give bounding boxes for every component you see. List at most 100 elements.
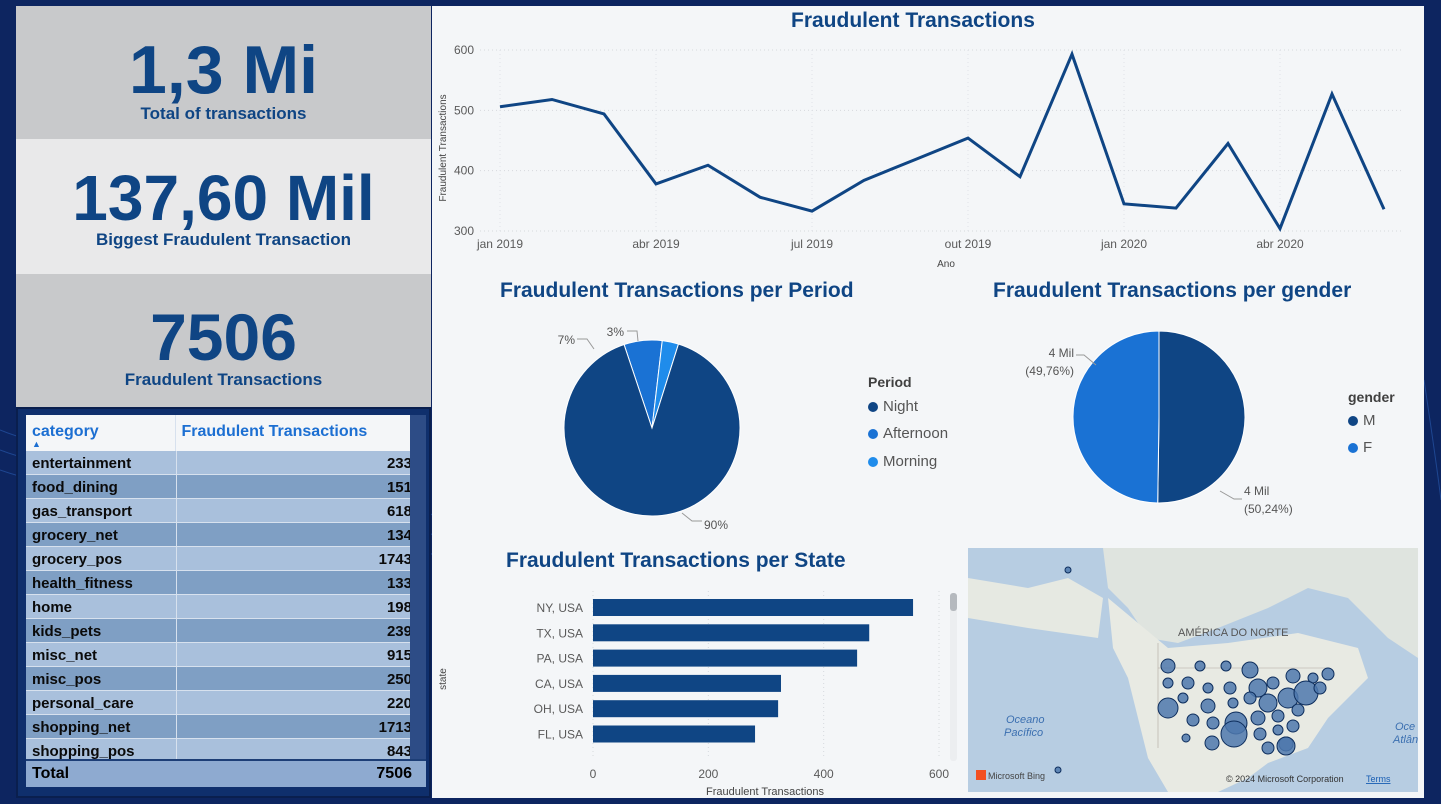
bar-x-tick: 0: [590, 767, 597, 781]
cell-fraud-count: 239: [386, 623, 412, 640]
table-row[interactable]: food_dining 151: [26, 475, 426, 499]
table-scrollbar[interactable]: [410, 415, 426, 785]
afternoon-leader: [577, 338, 595, 350]
table-row[interactable]: entertainment 233: [26, 451, 426, 475]
x-tick-label: abr 2019: [632, 237, 680, 251]
cell-category: shopping_net: [26, 715, 177, 738]
bar-pausa: [593, 649, 858, 667]
map-terms-link[interactable]: Terms: [1366, 774, 1391, 784]
night-leader: [681, 512, 702, 522]
bar-scrollbar-track: [950, 593, 957, 761]
f-swatch: [1348, 442, 1358, 453]
cell-category: shopping_pos: [26, 739, 177, 762]
table-row[interactable]: grocery_net 134: [26, 523, 426, 547]
table-row[interactable]: shopping_net 1713: [26, 715, 426, 739]
cell-category: grocery_net: [26, 523, 177, 546]
cell-fraud-count: 915: [386, 647, 412, 664]
legend-morning[interactable]: Morning: [868, 453, 937, 470]
line-chart-title: Fraudulent Transactions: [791, 9, 1035, 32]
header-fraud-transactions[interactable]: Fraudulent Transactions: [181, 423, 368, 440]
slice-m: [1157, 331, 1246, 504]
cell-fraud-count: 250: [386, 671, 412, 688]
y-tick-label: 500: [454, 103, 474, 117]
line-chart: 300 400 500 600 jan 2019 abr 2019 jul 2019 out …: [438, 43, 1404, 270]
pie-gender-chart: 4 Mil (50,24%) 4 Mil (49,76%): [1025, 331, 1293, 516]
map-region-label: AMÉRICA DO NORTE: [1178, 626, 1288, 639]
y-tick-label: 400: [454, 164, 474, 178]
period-legend-title: Period: [868, 374, 912, 390]
legend-afternoon[interactable]: Afternoon: [868, 425, 948, 442]
map-bubbles[interactable]: [1054, 566, 1335, 774]
bar-y-axis-title: state: [438, 668, 449, 690]
bar-txusa: [593, 624, 870, 642]
cell-fraud-count: 133: [386, 575, 412, 592]
cell-fraud-count: 843: [386, 743, 412, 760]
x-tick-label: jan 2020: [1100, 237, 1147, 251]
table-row[interactable]: gas_transport 618: [26, 499, 426, 523]
cell-category: personal_care: [26, 691, 177, 714]
kpi-total-value: 1,3 Mi: [129, 32, 318, 108]
gender-legend-title: gender: [1348, 389, 1395, 405]
kpi-total-label: Total of transactions: [140, 104, 307, 123]
f-pct-label: (49,76%): [1025, 364, 1074, 378]
kpi-fraud-label: Fraudulent Transactions: [124, 370, 323, 389]
kpi-total-card: 1,3 Mi Total of transactions: [16, 6, 431, 139]
m-leader: [1219, 490, 1242, 500]
bar-category-label: PA, USA: [537, 652, 583, 666]
category-table[interactable]: category▲ Fraudulent Transactions T ente…: [16, 407, 431, 798]
table-row[interactable]: kids_pets 239: [26, 619, 426, 643]
cell-fraud-count: 198: [386, 599, 412, 616]
cell-fraud-count: 134: [386, 527, 412, 544]
arctic-land: [968, 548, 1418, 658]
cell-fraud-count: 618: [386, 503, 412, 520]
afternoon-data-label: 7%: [558, 333, 576, 347]
table-row[interactable]: misc_pos 250: [26, 667, 426, 691]
line-series: [499, 50, 1386, 232]
bar-x-tick: 200: [698, 767, 718, 781]
header-category[interactable]: category ▲: [26, 415, 176, 451]
kpi-biggest-value: 137,60 Mil: [72, 162, 375, 234]
bar-chart-title: Fraudulent Transactions per State: [506, 549, 846, 572]
legend-f[interactable]: F: [1348, 439, 1372, 456]
cell-fraud-count: 1713: [378, 719, 412, 736]
table-row[interactable]: grocery_pos 1743: [26, 547, 426, 571]
map-copyright: © 2024 Microsoft Corporation: [1226, 774, 1344, 784]
cell-category: home: [26, 595, 177, 618]
x-tick-label: jul 2019: [790, 237, 833, 251]
bar-category-label: CA, USA: [535, 677, 583, 691]
table-row[interactable]: misc_net 915: [26, 643, 426, 667]
kpi-biggest-label: Biggest Fraudulent Transaction: [95, 230, 352, 249]
bing-logo-icon: [976, 770, 986, 780]
night-swatch: [868, 401, 878, 412]
map-visual[interactable]: AMÉRICA DO NORTE Oceano Pacífico Oce Atl…: [968, 548, 1418, 792]
total-value: 7506: [376, 765, 412, 782]
morning-leader: [627, 330, 639, 342]
table-row[interactable]: home 198: [26, 595, 426, 619]
cell-category: misc_pos: [26, 667, 177, 690]
cell-category: grocery_pos: [26, 547, 177, 570]
cell-category: food_dining: [26, 475, 177, 498]
x-axis-title: Ano: [937, 259, 955, 270]
x-tick-label: abr 2020: [1256, 237, 1304, 251]
cell-category: health_fitness: [26, 571, 177, 594]
ocean-label-4: Atlân: [1392, 734, 1418, 746]
north-america-land: [1108, 598, 1368, 792]
kpi-biggest-card: 137,60 Mil Biggest Fraudulent Transactio…: [16, 139, 431, 274]
table-row[interactable]: health_fitness 133: [26, 571, 426, 595]
slice-f: [1072, 331, 1160, 504]
pie-period-title: Fraudulent Transactions per Period: [500, 279, 854, 302]
bar-category-label: NY, USA: [537, 601, 583, 615]
pie-period-chart: 90% 7% 3%: [558, 325, 741, 532]
bar-nyusa: [593, 599, 914, 616]
table-row[interactable]: personal_care 220: [26, 691, 426, 715]
cell-fraud-count: 1743: [378, 551, 412, 568]
m-pct-label: (50,24%): [1244, 502, 1293, 516]
legend-m[interactable]: M: [1348, 412, 1376, 429]
legend-night[interactable]: Night: [868, 398, 918, 415]
alaska-land: [968, 578, 1103, 638]
ocean-label-1: Oceano: [1006, 714, 1045, 726]
cell-fraud-count: 220: [386, 695, 412, 712]
main-panel: Fraudulent Transactions 300 400 500 600 jan …: [432, 6, 1424, 798]
m-swatch: [1348, 415, 1358, 426]
table-header: category▲ Fraudulent Transactions T: [26, 415, 426, 451]
